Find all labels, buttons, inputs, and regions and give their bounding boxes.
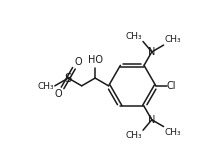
Text: CH₃: CH₃: [125, 32, 142, 41]
Text: CH₃: CH₃: [37, 82, 54, 91]
Text: S: S: [65, 72, 72, 85]
Text: Cl: Cl: [166, 81, 176, 91]
Text: N: N: [148, 47, 155, 57]
Text: CH₃: CH₃: [164, 127, 181, 136]
Text: O: O: [54, 89, 62, 99]
Text: HO: HO: [88, 55, 103, 65]
Text: CH₃: CH₃: [164, 35, 181, 44]
Text: N: N: [148, 115, 155, 125]
Text: CH₃: CH₃: [125, 131, 142, 140]
Text: O: O: [74, 57, 82, 67]
